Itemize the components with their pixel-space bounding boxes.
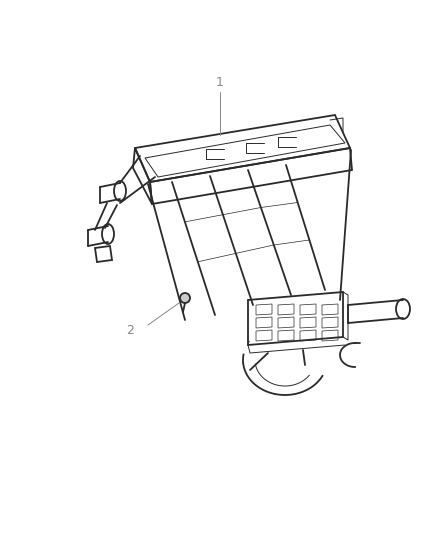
Text: 1: 1 xyxy=(216,76,224,88)
Text: 2: 2 xyxy=(126,324,134,336)
Circle shape xyxy=(180,293,190,303)
